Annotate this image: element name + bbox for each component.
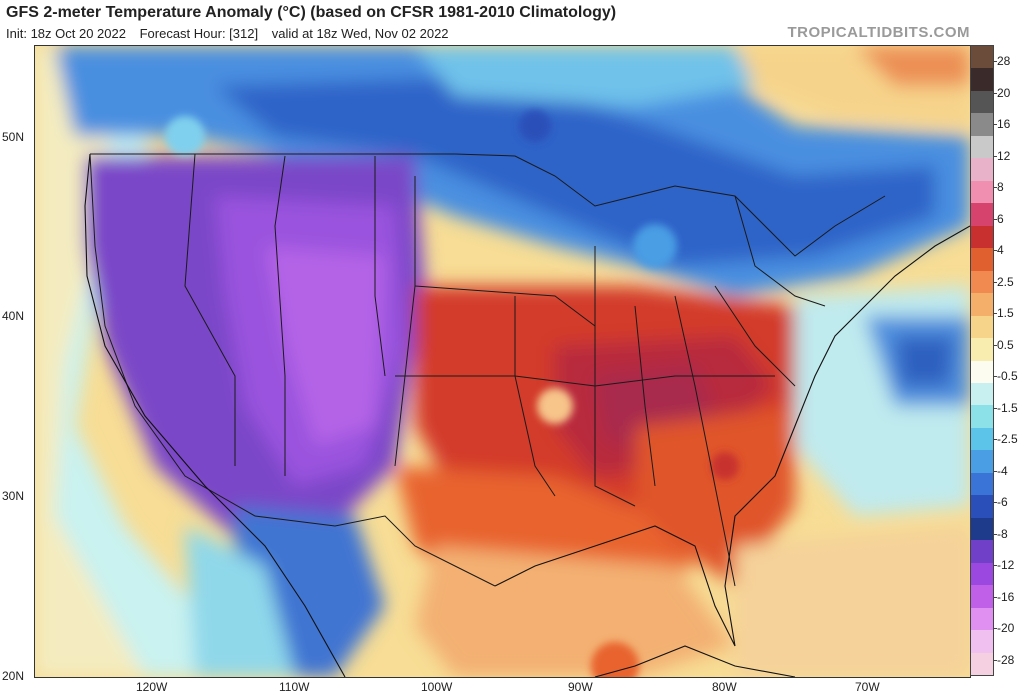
anomaly-detail bbox=[165, 110, 739, 677]
colorbar-swatch bbox=[971, 338, 993, 361]
forecast-hour: Forecast Hour: [312] bbox=[139, 26, 259, 41]
colorbar-tick bbox=[993, 313, 997, 315]
colorbar-swatch bbox=[971, 517, 993, 541]
colorbar-label: -20 bbox=[997, 621, 1015, 636]
colorbar-swatch bbox=[971, 225, 993, 249]
colorbar-label: -0.5 bbox=[997, 369, 1018, 384]
colorbar-swatch bbox=[971, 630, 993, 654]
colorbar-tick bbox=[993, 155, 997, 157]
colorbar-swatch bbox=[971, 427, 993, 451]
colorbar-label: -12 bbox=[997, 558, 1015, 573]
map-canvas bbox=[35, 46, 970, 677]
colorbar-label: 0.5 bbox=[997, 337, 1014, 352]
colorbar-tick bbox=[993, 596, 997, 598]
lon-label-70w: 70W bbox=[855, 680, 880, 694]
colorbar-swatch bbox=[971, 46, 993, 69]
colorbar-swatch bbox=[971, 607, 993, 631]
colorbar-tick bbox=[993, 533, 997, 535]
colorbar-tick bbox=[993, 628, 997, 630]
colorbar-label: -2.5 bbox=[997, 432, 1018, 447]
colorbar-tick bbox=[993, 124, 997, 126]
colorbar-swatch bbox=[971, 405, 993, 429]
lat-label-20n: 20N bbox=[2, 669, 25, 683]
lat-label-40n: 40N bbox=[2, 309, 25, 323]
colorbar-tick bbox=[993, 407, 997, 409]
colorbar-swatch bbox=[971, 382, 993, 406]
colorbar-tick bbox=[993, 344, 997, 346]
colorbar-tick bbox=[993, 218, 997, 220]
colorbar-tick bbox=[993, 439, 997, 441]
colorbar-label: 4 bbox=[997, 243, 1004, 258]
lon-label-100w: 100W bbox=[421, 680, 453, 694]
colorbar bbox=[970, 45, 994, 676]
anomaly-map bbox=[34, 45, 971, 678]
colorbar-swatch bbox=[971, 90, 993, 114]
coastlines bbox=[84, 153, 970, 677]
colorbar-label: 20 bbox=[997, 85, 1011, 100]
lat-label-50n: 50N bbox=[2, 130, 25, 144]
colorbar-label: -1.5 bbox=[997, 400, 1018, 415]
colorbar-swatch bbox=[971, 652, 993, 676]
colorbar-label: -28 bbox=[997, 653, 1015, 667]
colorbar-swatch bbox=[971, 270, 993, 294]
colorbar-swatch bbox=[971, 203, 993, 227]
colorbar-label: 1.5 bbox=[997, 306, 1014, 321]
colorbar-swatch bbox=[971, 562, 993, 586]
colorbar-label: 16 bbox=[997, 117, 1011, 132]
map-subtitle: Init: 18z Oct 20 2022 Forecast Hour: [31… bbox=[6, 26, 459, 41]
colorbar-label: 12 bbox=[997, 148, 1011, 163]
colorbar-tick bbox=[993, 281, 997, 283]
lon-label-110w: 110W bbox=[279, 680, 310, 694]
colorbar-swatch bbox=[971, 113, 993, 137]
colorbar-label: -8 bbox=[997, 526, 1008, 541]
colorbar-swatch bbox=[971, 472, 993, 496]
colorbar-tick bbox=[993, 92, 997, 94]
colorbar-swatch bbox=[971, 135, 993, 159]
colorbar-tick bbox=[993, 502, 997, 504]
colorbar-swatch bbox=[971, 68, 993, 92]
colorbar-swatch bbox=[971, 585, 993, 609]
colorbar-swatch bbox=[971, 248, 993, 272]
lon-label-80w: 80W bbox=[712, 680, 737, 694]
anomaly-field bbox=[35, 46, 970, 677]
colorbar-label: -16 bbox=[997, 589, 1015, 604]
colorbar-label: 8 bbox=[997, 180, 1004, 195]
colorbar-swatch bbox=[971, 293, 993, 317]
colorbar-swatch bbox=[971, 540, 993, 564]
colorbar-label: 6 bbox=[997, 211, 1004, 226]
colorbar-tick bbox=[993, 250, 997, 252]
colorbar-tick bbox=[993, 61, 997, 62]
colorbar-label: -4 bbox=[997, 463, 1008, 478]
colorbar-tick bbox=[993, 376, 997, 378]
colorbar-tick bbox=[993, 565, 997, 567]
colorbar-swatch bbox=[971, 495, 993, 519]
lat-label-30n: 30N bbox=[2, 489, 25, 503]
lon-label-120w: 120W bbox=[136, 680, 168, 694]
colorbar-label: -6 bbox=[997, 495, 1008, 510]
colorbar-swatch bbox=[971, 315, 993, 339]
colorbar-swatch bbox=[971, 180, 993, 204]
colorbar-tick bbox=[993, 187, 997, 189]
colorbar-swatch bbox=[971, 158, 993, 182]
colorbar-tick bbox=[993, 470, 997, 472]
colorbar-tick bbox=[993, 660, 997, 661]
init-time: Init: 18z Oct 20 2022 bbox=[6, 26, 126, 41]
colorbar-swatch bbox=[971, 360, 993, 384]
brand-watermark: TROPICALTIDBITS.COM bbox=[787, 24, 970, 41]
colorbar-label: 28 bbox=[997, 54, 1011, 68]
map-title: GFS 2-meter Temperature Anomaly (°C) (ba… bbox=[6, 4, 617, 21]
valid-time: valid at 18z Wed, Nov 02 2022 bbox=[271, 26, 449, 41]
colorbar-label: 2.5 bbox=[997, 274, 1014, 289]
political-borders bbox=[89, 153, 886, 587]
colorbar-swatch bbox=[971, 450, 993, 474]
lon-label-90w: 90W bbox=[568, 680, 593, 694]
